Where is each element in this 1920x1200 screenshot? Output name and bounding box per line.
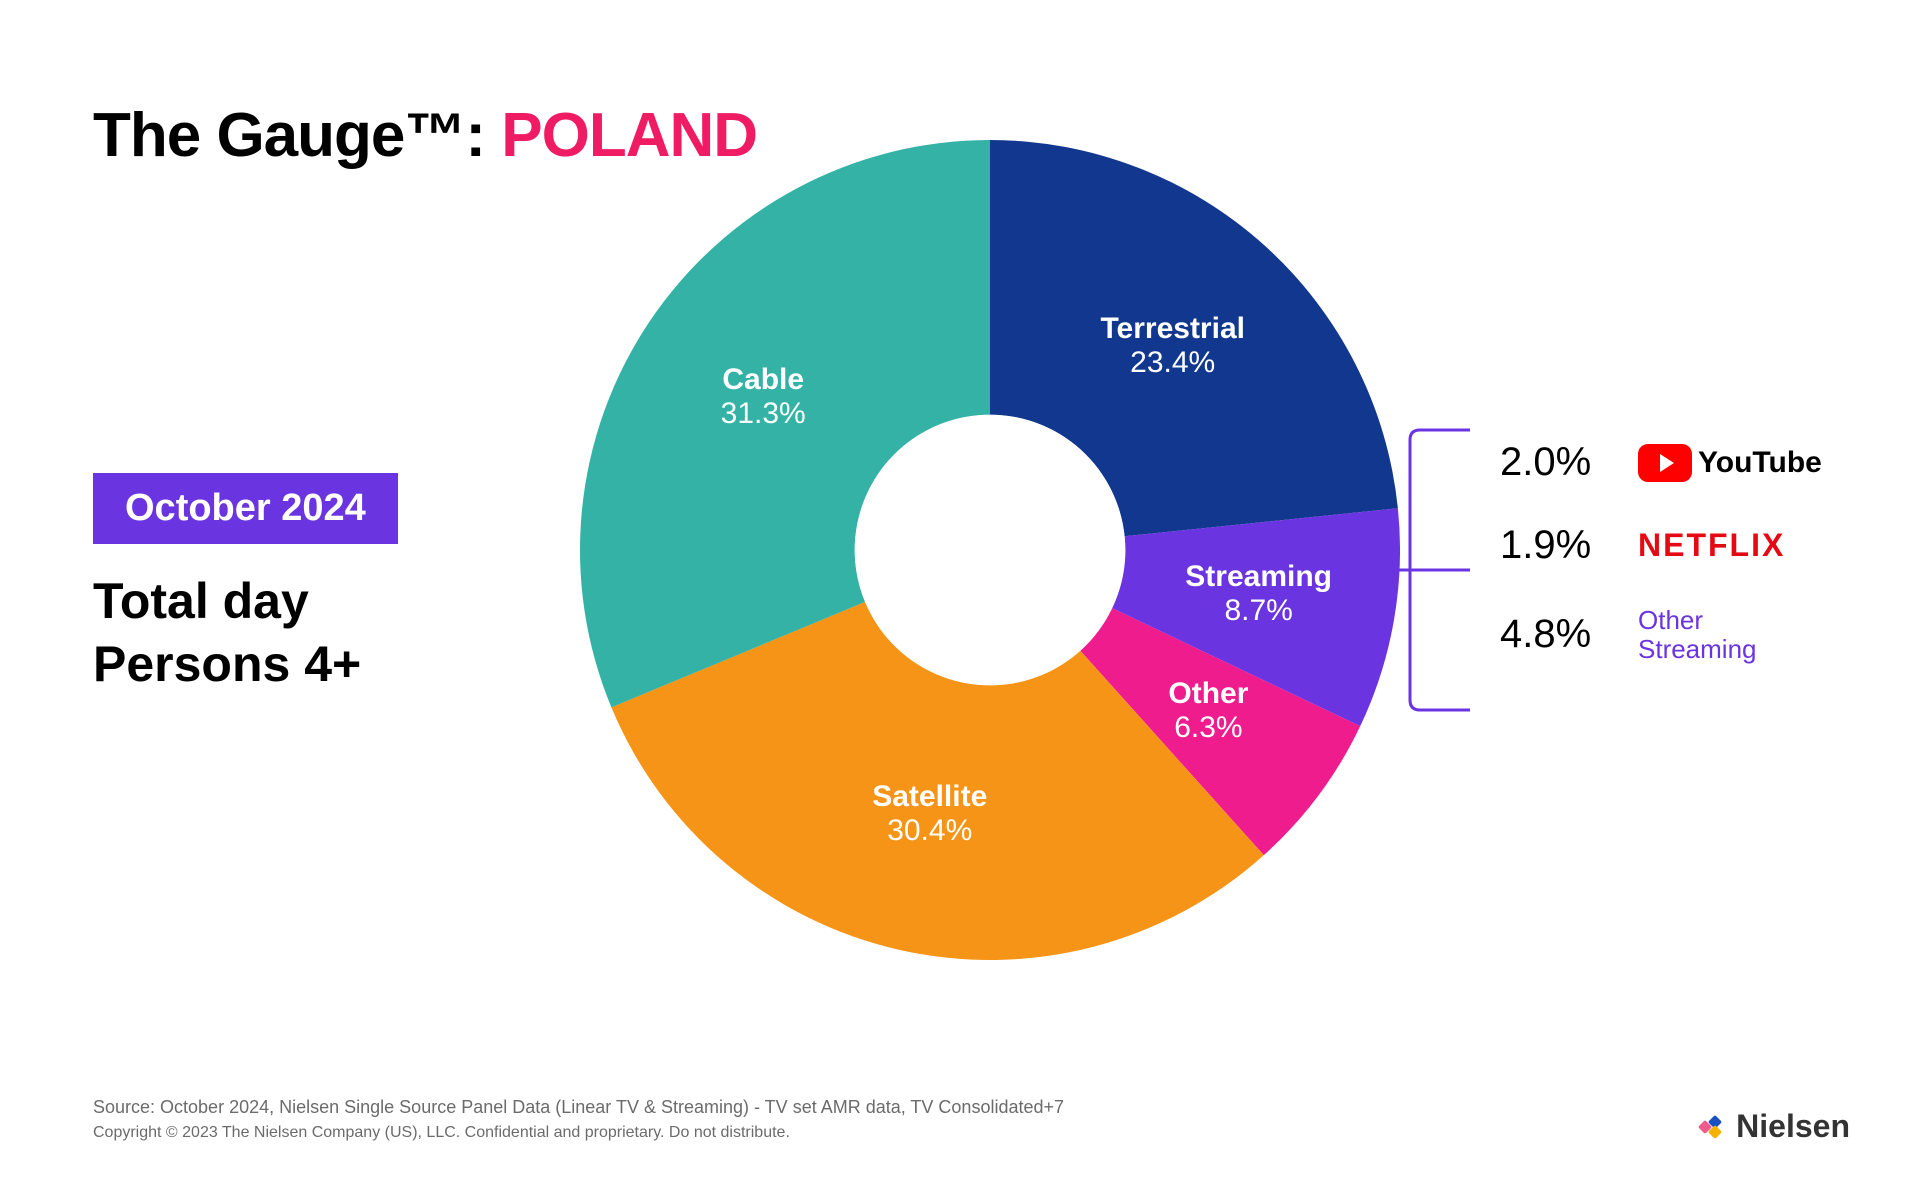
donut-hole [855, 415, 1126, 686]
streaming-breakdown: 2.0% YouTube 1.9% NETFLIX 4.8% Other Str… [1500, 440, 1822, 701]
footer-copyright: Copyright © 2023 The Nielsen Company (US… [93, 1121, 1064, 1145]
breakdown-pct: 4.8% [1500, 612, 1620, 657]
breakdown-pct: 2.0% [1500, 440, 1620, 485]
slice-label-other: Other6.3% [1118, 677, 1298, 745]
netflix-logo: NETFLIX [1638, 527, 1785, 564]
title-prefix: The Gauge™: [93, 101, 501, 170]
subtitle-line-1: Total day [93, 573, 309, 629]
breakdown-row-youtube: 2.0% YouTube [1500, 440, 1822, 485]
other-streaming-label: Other Streaming [1638, 606, 1757, 663]
footer-source: Source: October 2024, Nielsen Single Sou… [93, 1094, 1064, 1121]
slice-label-terrestrial: Terrestrial23.4% [1083, 312, 1263, 380]
youtube-icon [1638, 444, 1692, 482]
slide-stage: The Gauge™: POLAND October 2024 Total da… [0, 0, 1920, 1200]
nielsen-logo: Nielsen [1700, 1108, 1850, 1145]
breakdown-row-netflix: 1.9% NETFLIX [1500, 523, 1822, 568]
nielsen-wordmark: Nielsen [1736, 1108, 1850, 1145]
slice-label-satellite: Satellite30.4% [840, 780, 1020, 848]
donut-chart: Terrestrial23.4% Streaming8.7% Other6.3% Sa… [580, 140, 1400, 960]
bracket-path [1380, 430, 1470, 710]
nielsen-mark-icon [1700, 1114, 1726, 1140]
youtube-label: YouTube [1698, 446, 1822, 480]
subtitle-line-2: Persons 4+ [93, 636, 361, 692]
breakdown-row-other: 4.8% Other Streaming [1500, 606, 1822, 663]
youtube-logo: YouTube [1638, 444, 1822, 482]
date-badge: October 2024 [93, 473, 398, 544]
streaming-bracket [1380, 420, 1500, 720]
footer: Source: October 2024, Nielsen Single Sou… [93, 1094, 1064, 1145]
breakdown-pct: 1.9% [1500, 523, 1620, 568]
slice-label-cable: Cable31.3% [673, 363, 853, 431]
subtitle: Total day Persons 4+ [93, 570, 361, 695]
slice-label-streaming: Streaming8.7% [1169, 560, 1349, 628]
